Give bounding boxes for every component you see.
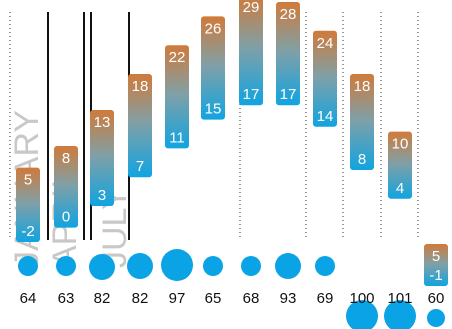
bubble	[18, 256, 38, 276]
range-bar	[16, 167, 40, 242]
low-value-label: -2	[21, 223, 34, 240]
high-value-label: 26	[205, 20, 222, 37]
range-bar	[313, 30, 337, 127]
range-bar	[201, 16, 225, 120]
count-label: 93	[280, 290, 297, 307]
bubble	[275, 253, 301, 279]
count-label: 82	[94, 290, 111, 307]
high-value-label: 13	[94, 114, 111, 131]
range-bar	[54, 146, 78, 228]
count-label: 60	[428, 290, 445, 307]
bubble	[203, 256, 223, 276]
count-label: 65	[205, 290, 222, 307]
high-value-label: 5	[24, 172, 32, 189]
bubbles	[18, 249, 445, 329]
range-bar	[388, 131, 412, 199]
range-bar	[239, 0, 263, 106]
high-value-label: 10	[392, 136, 409, 153]
low-value-label: 11	[169, 129, 185, 146]
range-bar	[350, 74, 374, 170]
range-bar	[90, 110, 114, 206]
bubble	[427, 309, 445, 327]
range-bar	[128, 74, 152, 178]
bubble	[384, 300, 416, 329]
low-value-label: 4	[396, 180, 404, 197]
low-value-label: 15	[205, 101, 222, 118]
bubble	[315, 256, 335, 276]
low-value-label: 0	[62, 209, 70, 226]
low-value-label: 17	[243, 86, 260, 103]
low-value-label: 8	[358, 151, 366, 168]
high-value-label: 24	[317, 35, 334, 52]
count-label: 82	[132, 290, 149, 307]
range-bar	[165, 45, 189, 149]
high-value-label: 22	[169, 49, 186, 66]
high-value-label: 5	[432, 248, 440, 265]
count-label: 68	[243, 290, 260, 307]
bubble	[89, 254, 115, 280]
low-value-label: 3	[98, 187, 106, 204]
count-label: 63	[58, 290, 75, 307]
count-label: 101	[387, 290, 412, 307]
range-bar	[276, 2, 300, 106]
high-value-label: 29	[243, 0, 260, 16]
bubble	[56, 256, 76, 276]
range-bar	[424, 244, 448, 286]
bubble	[241, 256, 261, 276]
range-bars: 5 -2 8 0 13 3 18 7 22 11 26 15 29 17 28 17 24 14 18 8 10 4 5 -1	[16, 0, 448, 286]
high-value-label: 18	[132, 78, 149, 95]
count-label: 64	[20, 290, 37, 307]
low-value-label: 14	[317, 108, 334, 125]
high-value-label: 18	[354, 78, 371, 95]
low-value-label: -1	[429, 267, 442, 284]
bubble	[127, 253, 153, 279]
high-value-label: 28	[280, 6, 297, 23]
low-value-label: 7	[136, 158, 144, 175]
bubble	[161, 249, 193, 281]
high-value-label: 8	[62, 150, 70, 167]
count-label: 69	[317, 290, 334, 307]
low-value-label: 17	[280, 86, 297, 103]
count-label: 97	[169, 290, 186, 307]
count-labels: 64 63 82 82 97 65 68 93 69 100 101 60	[20, 290, 445, 307]
bubble	[346, 300, 378, 329]
count-label: 100	[349, 290, 374, 307]
